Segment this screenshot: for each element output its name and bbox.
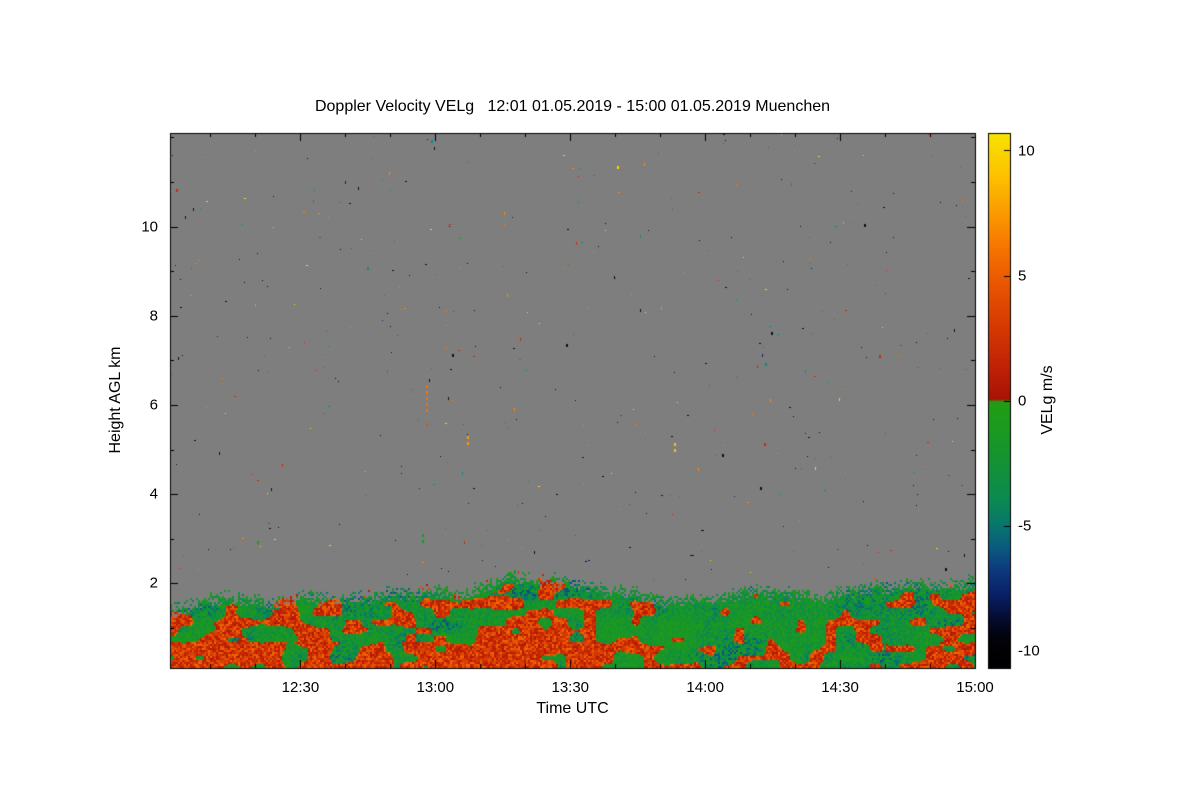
- y-tick-label: 6: [149, 396, 158, 414]
- colorbar-tick-label: 10: [1018, 142, 1035, 159]
- y-tick-label: 8: [149, 307, 158, 325]
- x-tick-label: 13:00: [416, 679, 455, 696]
- y-tick-label: 2: [149, 574, 158, 592]
- x-tick-label: 15:00: [956, 679, 994, 696]
- x-tick-label: 14:00: [686, 679, 724, 696]
- colorbar-label: VELg m/s: [1039, 365, 1056, 435]
- y-tick-label: 10: [141, 218, 158, 236]
- colorbar-tick-label: 0: [1018, 392, 1027, 409]
- x-tick-label: 14:30: [821, 679, 859, 696]
- x-tick-label: 13:30: [551, 679, 590, 696]
- colorbar-tick-label: -10: [1018, 642, 1040, 659]
- x-tick-label: 12:30: [281, 679, 320, 696]
- colorbar-tick-label: 5: [1018, 267, 1027, 284]
- x-axis-label: Time UTC: [536, 700, 609, 717]
- y-tick-label: 4: [149, 485, 158, 503]
- chart-title: Doppler Velocity VELg 12:01 01.05.2019 -…: [314, 98, 831, 115]
- colorbar-tick-label: -5: [1018, 517, 1032, 534]
